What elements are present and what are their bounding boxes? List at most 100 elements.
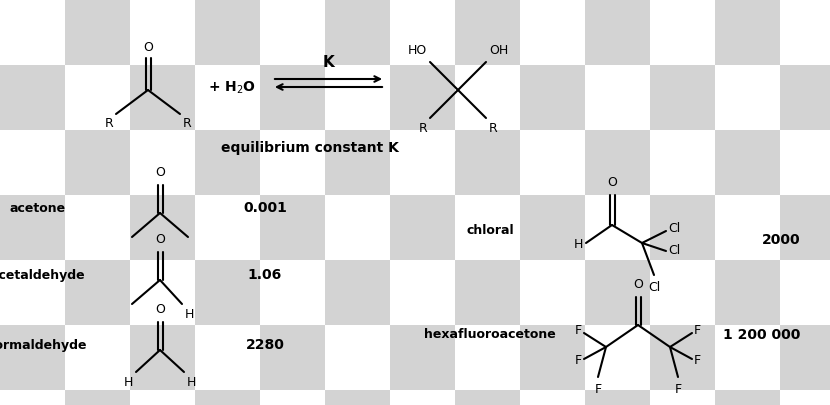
Bar: [0, 130, 65, 195]
Bar: [585, 260, 650, 325]
Text: 1.06: 1.06: [248, 268, 282, 282]
Bar: [130, 0, 195, 65]
Text: Cl: Cl: [668, 222, 681, 235]
Bar: [780, 325, 830, 390]
Text: HO: HO: [408, 44, 427, 57]
Bar: [390, 195, 455, 260]
Text: R: R: [183, 117, 192, 130]
Bar: [195, 195, 260, 260]
Bar: [650, 65, 715, 130]
Bar: [455, 130, 520, 195]
Text: O: O: [143, 41, 153, 54]
Bar: [195, 260, 260, 325]
Bar: [715, 65, 780, 130]
Text: hexafluoroacetone: hexafluoroacetone: [424, 328, 556, 341]
Bar: [780, 195, 830, 260]
Bar: [585, 195, 650, 260]
Bar: [455, 0, 520, 65]
Bar: [0, 65, 65, 130]
Text: R: R: [418, 122, 427, 135]
Bar: [650, 195, 715, 260]
Bar: [195, 130, 260, 195]
Bar: [390, 65, 455, 130]
Text: F: F: [575, 354, 582, 367]
Bar: [520, 195, 585, 260]
Bar: [650, 325, 715, 390]
Text: O: O: [155, 303, 165, 316]
Bar: [130, 325, 195, 390]
Bar: [195, 325, 260, 390]
Bar: [65, 390, 130, 405]
Text: H: H: [187, 376, 197, 389]
Bar: [195, 65, 260, 130]
Text: O: O: [607, 176, 617, 189]
Text: 1 200 000: 1 200 000: [723, 328, 800, 342]
Bar: [520, 0, 585, 65]
Text: acetone: acetone: [10, 202, 66, 215]
Bar: [715, 260, 780, 325]
Bar: [520, 260, 585, 325]
Bar: [260, 260, 325, 325]
Text: O: O: [633, 278, 643, 291]
Bar: [65, 325, 130, 390]
Bar: [585, 65, 650, 130]
Bar: [325, 390, 390, 405]
Text: Cl: Cl: [668, 245, 681, 258]
Bar: [520, 130, 585, 195]
Bar: [780, 390, 830, 405]
Bar: [520, 65, 585, 130]
Text: F: F: [694, 324, 701, 337]
Text: O: O: [155, 233, 165, 246]
Bar: [0, 390, 65, 405]
Bar: [0, 195, 65, 260]
Bar: [780, 130, 830, 195]
Bar: [715, 195, 780, 260]
Bar: [455, 260, 520, 325]
Bar: [390, 260, 455, 325]
Bar: [650, 130, 715, 195]
Bar: [715, 390, 780, 405]
Bar: [0, 260, 65, 325]
Bar: [650, 260, 715, 325]
Bar: [65, 130, 130, 195]
Bar: [65, 260, 130, 325]
Text: R: R: [489, 122, 498, 135]
Text: equilibrium constant K: equilibrium constant K: [221, 141, 399, 155]
Bar: [780, 65, 830, 130]
Text: F: F: [675, 383, 681, 396]
Bar: [455, 65, 520, 130]
Bar: [650, 390, 715, 405]
Bar: [260, 195, 325, 260]
Text: chloral: chloral: [466, 224, 514, 237]
Bar: [260, 65, 325, 130]
Bar: [585, 325, 650, 390]
Bar: [520, 325, 585, 390]
Bar: [585, 0, 650, 65]
Bar: [715, 325, 780, 390]
Text: 2000: 2000: [761, 233, 800, 247]
Text: K: K: [323, 55, 334, 70]
Bar: [130, 390, 195, 405]
Text: OH: OH: [489, 44, 508, 57]
Bar: [325, 195, 390, 260]
Bar: [130, 195, 195, 260]
Bar: [130, 65, 195, 130]
Text: O: O: [155, 166, 165, 179]
Bar: [325, 260, 390, 325]
Text: H: H: [185, 308, 194, 321]
Bar: [715, 0, 780, 65]
Bar: [0, 0, 65, 65]
Bar: [390, 325, 455, 390]
Bar: [325, 325, 390, 390]
Bar: [455, 195, 520, 260]
Bar: [130, 260, 195, 325]
Text: Cl: Cl: [648, 281, 660, 294]
Text: 2280: 2280: [246, 338, 285, 352]
Text: acetaldehyde: acetaldehyde: [0, 269, 85, 281]
Bar: [650, 0, 715, 65]
Text: F: F: [694, 354, 701, 367]
Bar: [520, 390, 585, 405]
Bar: [195, 0, 260, 65]
Bar: [390, 0, 455, 65]
Bar: [455, 325, 520, 390]
